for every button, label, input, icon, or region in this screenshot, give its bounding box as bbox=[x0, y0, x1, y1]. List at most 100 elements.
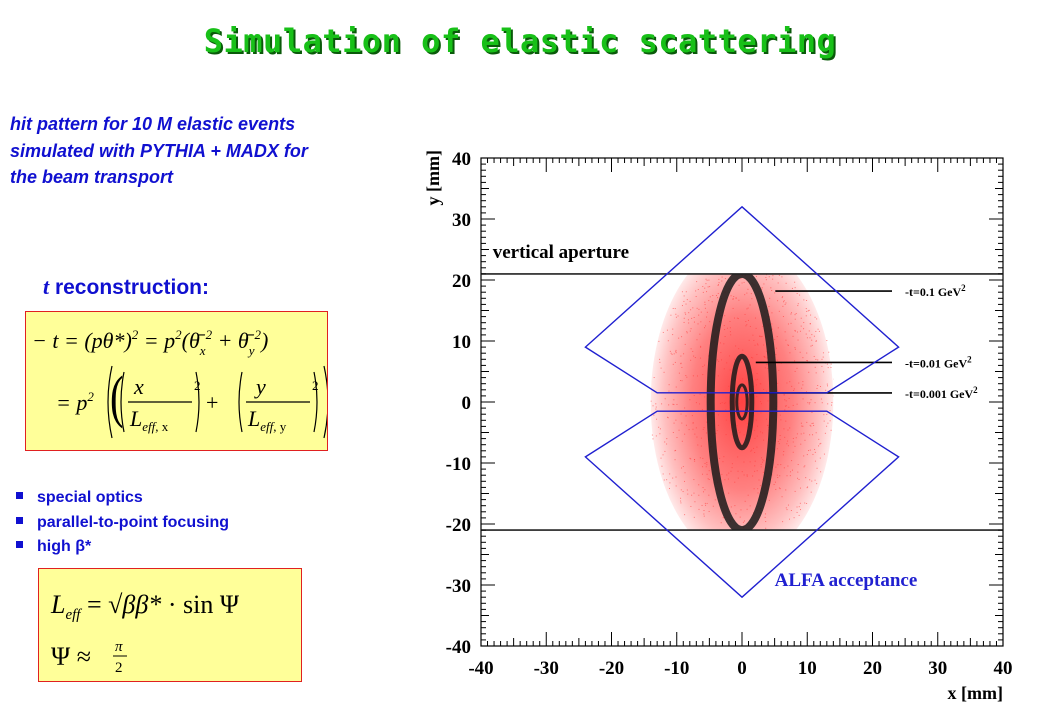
hit-dot bbox=[818, 438, 820, 440]
hit-dot bbox=[783, 451, 785, 453]
hit-dot bbox=[693, 321, 695, 323]
hit-dot bbox=[781, 297, 783, 299]
hit-dot bbox=[782, 296, 784, 298]
t-contour-label: -t=0.01 GeV2 bbox=[905, 354, 972, 370]
hit-dot bbox=[783, 301, 785, 303]
hit-dot bbox=[696, 375, 698, 377]
hit-dot bbox=[771, 323, 773, 325]
hit-dot bbox=[700, 345, 702, 347]
hit-dot bbox=[803, 466, 805, 468]
bullet-item: special optics bbox=[16, 489, 229, 514]
hit-dot bbox=[765, 521, 767, 523]
hit-dot bbox=[704, 364, 706, 366]
hit-dot bbox=[826, 383, 828, 385]
hit-dot bbox=[798, 514, 800, 516]
hit-dot bbox=[785, 405, 787, 407]
hit-dot bbox=[817, 385, 819, 387]
hit-dot bbox=[686, 376, 688, 378]
hit-dot bbox=[753, 339, 755, 341]
hit-dot bbox=[799, 502, 801, 504]
hit-dot bbox=[805, 391, 807, 393]
hit-dot bbox=[756, 435, 758, 437]
hit-dot bbox=[680, 500, 682, 502]
hit-dot bbox=[794, 329, 796, 331]
hit-dot bbox=[817, 359, 819, 361]
hit-dot bbox=[791, 460, 793, 462]
hit-dot bbox=[785, 282, 787, 284]
hit-dot bbox=[685, 415, 687, 417]
x-tick-label: 30 bbox=[928, 658, 947, 679]
hit-dot bbox=[794, 360, 796, 362]
hit-dot bbox=[778, 274, 780, 276]
hit-dot bbox=[808, 309, 810, 311]
hit-dot bbox=[756, 343, 758, 345]
hit-dot bbox=[747, 319, 749, 321]
hit-dot bbox=[741, 282, 743, 284]
hit-dot bbox=[686, 299, 688, 301]
hit-dot bbox=[725, 409, 727, 411]
hit-dot bbox=[784, 303, 786, 305]
hit-dot bbox=[710, 533, 711, 534]
hit-dot bbox=[698, 508, 700, 510]
hit-dot bbox=[796, 433, 798, 435]
hit-dot bbox=[801, 425, 803, 427]
hit-dot bbox=[680, 489, 682, 491]
hit-region bbox=[650, 273, 834, 539]
hit-dot bbox=[765, 364, 767, 366]
hit-dot bbox=[815, 340, 817, 342]
hit-dot bbox=[742, 538, 743, 539]
hit-dot bbox=[694, 357, 696, 359]
hit-dot bbox=[806, 360, 808, 362]
hit-dot bbox=[690, 458, 692, 460]
hit-dot bbox=[672, 328, 674, 330]
hit-dot bbox=[763, 344, 765, 346]
hit-dot bbox=[814, 460, 816, 462]
hit-dot bbox=[732, 298, 734, 300]
hit-dot bbox=[700, 437, 702, 439]
hit-dot bbox=[826, 425, 828, 427]
hit-dot bbox=[823, 414, 825, 416]
hit-dot bbox=[743, 474, 745, 476]
hit-dot bbox=[699, 333, 701, 335]
hit-dot bbox=[762, 471, 764, 473]
hit-dot bbox=[767, 310, 769, 312]
hit-dot bbox=[816, 318, 818, 320]
hit-dot bbox=[786, 509, 788, 511]
hit-dot bbox=[787, 504, 789, 506]
hit-dot bbox=[674, 361, 676, 363]
hit-dot bbox=[715, 295, 717, 297]
hit-dot bbox=[833, 378, 834, 380]
hit-dot bbox=[704, 307, 706, 309]
hit-dot bbox=[736, 425, 738, 427]
hit-dot bbox=[777, 535, 778, 536]
hit-dot bbox=[789, 471, 791, 473]
axis-ticks bbox=[480, 157, 1004, 647]
hit-dot bbox=[738, 348, 740, 350]
hit-dot bbox=[754, 470, 756, 472]
hit-dot bbox=[799, 351, 801, 353]
hit-dot bbox=[753, 386, 755, 388]
hit-dot bbox=[798, 382, 800, 384]
hit-dot bbox=[675, 386, 677, 388]
hit-dot bbox=[754, 317, 756, 319]
hit-dot bbox=[800, 433, 802, 435]
hit-dot bbox=[809, 479, 811, 481]
hit-dot bbox=[698, 314, 700, 316]
hit-dot bbox=[794, 314, 796, 316]
hit-dot bbox=[696, 307, 698, 309]
hit-dot bbox=[655, 435, 657, 437]
hit-dot bbox=[752, 535, 753, 536]
hit-dot bbox=[724, 329, 726, 331]
hit-dot bbox=[668, 487, 670, 489]
hit-dot bbox=[655, 408, 657, 410]
hit-dot bbox=[659, 428, 661, 430]
hit-dot bbox=[670, 314, 672, 316]
hit-dot bbox=[666, 443, 668, 445]
hit-dot bbox=[746, 308, 748, 310]
hit-dot bbox=[749, 461, 751, 463]
hit-dot bbox=[702, 466, 704, 468]
hit-dot bbox=[746, 474, 748, 476]
hit-dot bbox=[830, 366, 832, 368]
hit-dot bbox=[749, 304, 751, 306]
hit-dot bbox=[675, 449, 677, 451]
